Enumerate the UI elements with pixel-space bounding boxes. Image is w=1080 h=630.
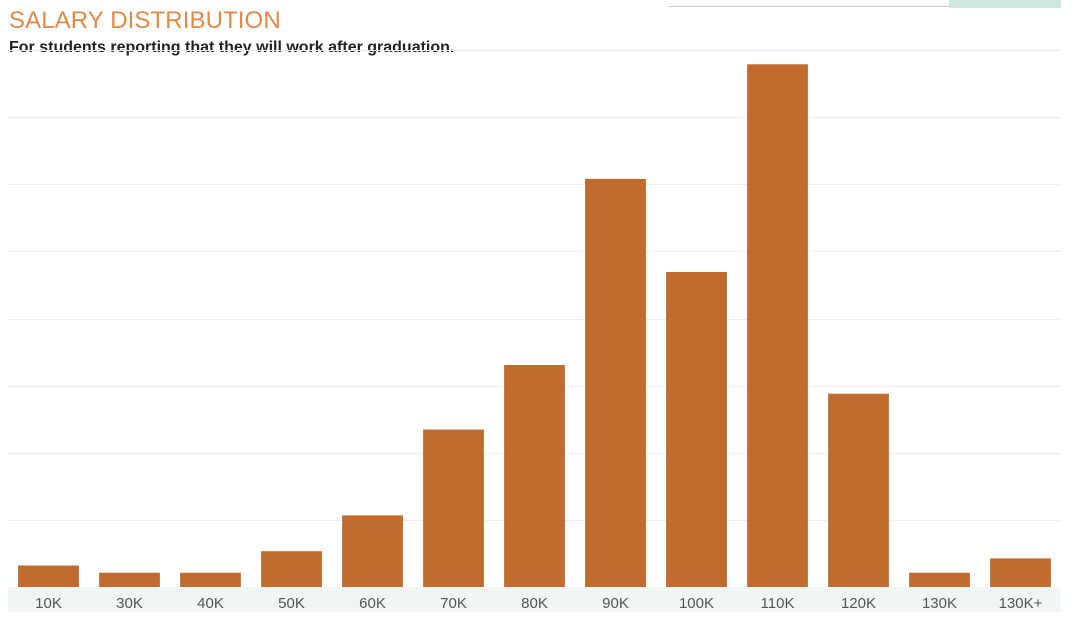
x-tick-10k: 10K bbox=[35, 595, 62, 612]
bar-110k[interactable] bbox=[747, 64, 808, 588]
x-tick-30k: 30K bbox=[116, 595, 143, 612]
x-axis-band bbox=[8, 587, 1061, 612]
x-tick-120k: 120K bbox=[841, 595, 876, 612]
bar-130k[interactable] bbox=[909, 572, 970, 587]
bar-130k-plus[interactable] bbox=[990, 558, 1051, 587]
chart-subtitle: For students reporting that they will wo… bbox=[9, 39, 455, 56]
bar-30k[interactable] bbox=[99, 572, 160, 587]
x-tick-70k: 70K bbox=[440, 595, 467, 612]
bars bbox=[18, 64, 1051, 588]
top-search-underline bbox=[668, 6, 950, 7]
x-tick-110k: 110K bbox=[761, 595, 795, 612]
x-tick-60k: 60K bbox=[359, 595, 386, 612]
x-tick-40k: 40K bbox=[197, 595, 224, 612]
x-tick-labels: 10K 30K 40K 50K 60K 70K 80K 90K 100K 110K 120K 130K… bbox=[35, 595, 1042, 612]
bar-100k[interactable] bbox=[666, 272, 727, 587]
x-tick-90k: 90K bbox=[602, 595, 629, 612]
bar-90k[interactable] bbox=[585, 178, 646, 587]
bar-80k[interactable] bbox=[504, 365, 565, 587]
x-tick-130k: 130K bbox=[922, 595, 957, 612]
x-tick-100k: 100K bbox=[679, 595, 714, 612]
top-action-box[interactable] bbox=[949, 0, 1061, 8]
x-tick-80k: 80K bbox=[521, 595, 548, 612]
bar-70k[interactable] bbox=[423, 429, 484, 588]
bar-60k[interactable] bbox=[342, 515, 403, 587]
bar-10k[interactable] bbox=[18, 565, 79, 588]
x-tick-130k-plus: 130K+ bbox=[999, 595, 1043, 612]
bar-40k[interactable] bbox=[180, 572, 241, 587]
chart-title: SALARY DISTRIBUTION bbox=[9, 7, 281, 34]
bar-120k[interactable] bbox=[828, 393, 889, 587]
x-tick-50k: 50K bbox=[278, 595, 305, 612]
bar-50k[interactable] bbox=[261, 551, 322, 587]
